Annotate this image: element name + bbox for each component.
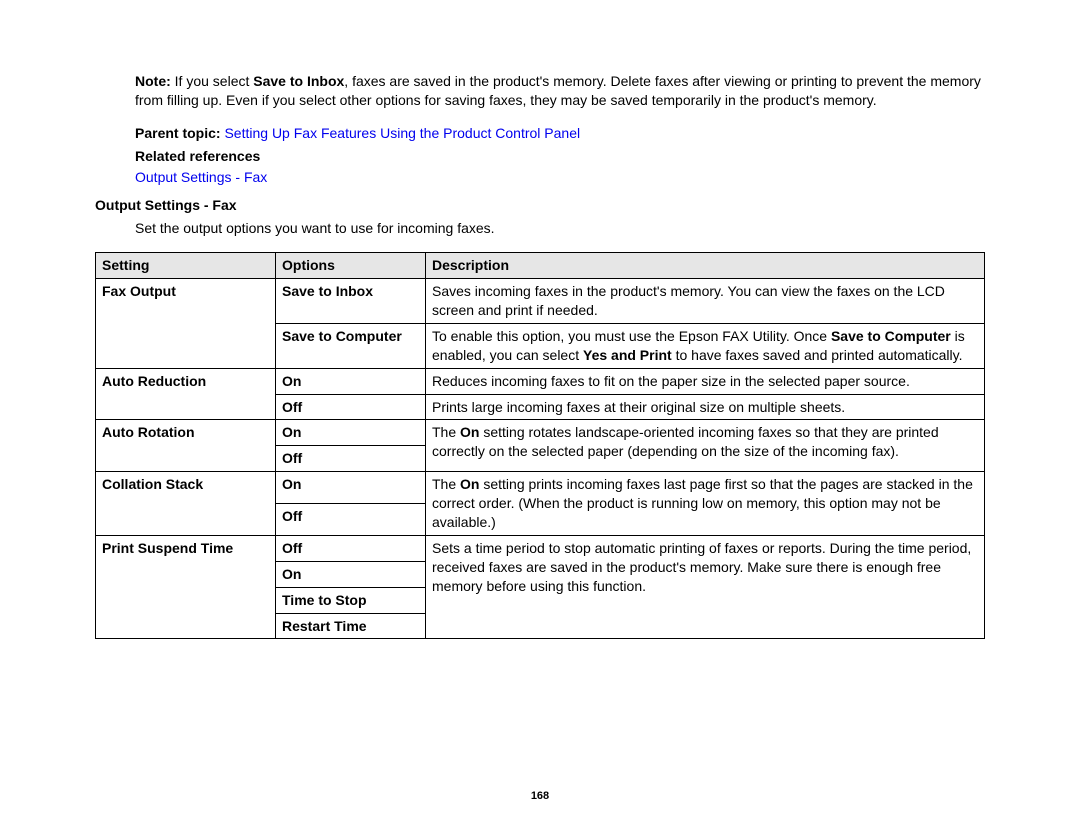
desc-part: setting rotates landscape-oriented incom… <box>432 424 939 459</box>
cell-option: Save to Inbox <box>276 279 426 324</box>
table-row: Collation Stack On The On setting prints… <box>96 472 985 504</box>
cell-description: Saves incoming faxes in the product's me… <box>426 279 985 324</box>
cell-description: To enable this option, you must use the … <box>426 323 985 368</box>
header-description: Description <box>426 253 985 279</box>
cell-setting: Collation Stack <box>96 472 276 536</box>
desc-bold: On <box>460 424 479 440</box>
table-row: Auto Reduction On Reduces incoming faxes… <box>96 368 985 394</box>
related-references-link[interactable]: Output Settings - Fax <box>135 168 985 187</box>
cell-option: Restart Time <box>276 613 426 639</box>
section-intro: Set the output options you want to use f… <box>135 219 985 238</box>
section-heading: Output Settings - Fax <box>95 196 985 215</box>
settings-table: Setting Options Description Fax Output S… <box>95 252 985 639</box>
parent-topic: Parent topic: Setting Up Fax Features Us… <box>135 124 985 143</box>
cell-option: On <box>276 368 426 394</box>
cell-option: On <box>276 472 426 504</box>
desc-bold: Save to Computer <box>831 328 951 344</box>
header-options: Options <box>276 253 426 279</box>
note-text-bold: Save to Inbox <box>253 73 344 89</box>
note-label: Note: <box>135 73 171 89</box>
cell-description: Prints large incoming faxes at their ori… <box>426 394 985 420</box>
table-row: Fax Output Save to Inbox Saves incoming … <box>96 279 985 324</box>
cell-setting: Auto Reduction <box>96 368 276 420</box>
cell-option: Time to Stop <box>276 587 426 613</box>
cell-option: On <box>276 420 426 446</box>
cell-option: Off <box>276 394 426 420</box>
cell-description: The On setting prints incoming faxes las… <box>426 472 985 536</box>
desc-part: To enable this option, you must use the … <box>432 328 831 344</box>
note-block: Note: If you select Save to Inbox, faxes… <box>135 72 985 110</box>
cell-option: Off <box>276 504 426 536</box>
desc-part: to have faxes saved and printed automati… <box>672 347 963 363</box>
page-number: 168 <box>0 789 1080 804</box>
note-text-before: If you select <box>171 73 253 89</box>
related-references-label: Related references <box>135 147 985 166</box>
cell-setting: Auto Rotation <box>96 420 276 472</box>
table-row: Print Suspend Time Off Sets a time perio… <box>96 535 985 561</box>
desc-part: setting prints incoming faxes last page … <box>432 476 973 530</box>
desc-bold: On <box>460 476 479 492</box>
header-setting: Setting <box>96 253 276 279</box>
cell-option: On <box>276 561 426 587</box>
cell-setting: Print Suspend Time <box>96 535 276 639</box>
cell-option: Off <box>276 446 426 472</box>
page: Note: If you select Save to Inbox, faxes… <box>0 0 1080 834</box>
cell-description: Reduces incoming faxes to fit on the pap… <box>426 368 985 394</box>
table-header-row: Setting Options Description <box>96 253 985 279</box>
parent-topic-link[interactable]: Setting Up Fax Features Using the Produc… <box>224 125 580 141</box>
desc-part: The <box>432 424 460 440</box>
cell-setting: Fax Output <box>96 279 276 369</box>
cell-description: The On setting rotates landscape-oriente… <box>426 420 985 472</box>
cell-description: Sets a time period to stop automatic pri… <box>426 535 985 639</box>
cell-option: Save to Computer <box>276 323 426 368</box>
table-row: Auto Rotation On The On setting rotates … <box>96 420 985 446</box>
desc-bold: Yes and Print <box>583 347 672 363</box>
parent-topic-label: Parent topic: <box>135 125 221 141</box>
desc-part: The <box>432 476 460 492</box>
cell-option: Off <box>276 535 426 561</box>
